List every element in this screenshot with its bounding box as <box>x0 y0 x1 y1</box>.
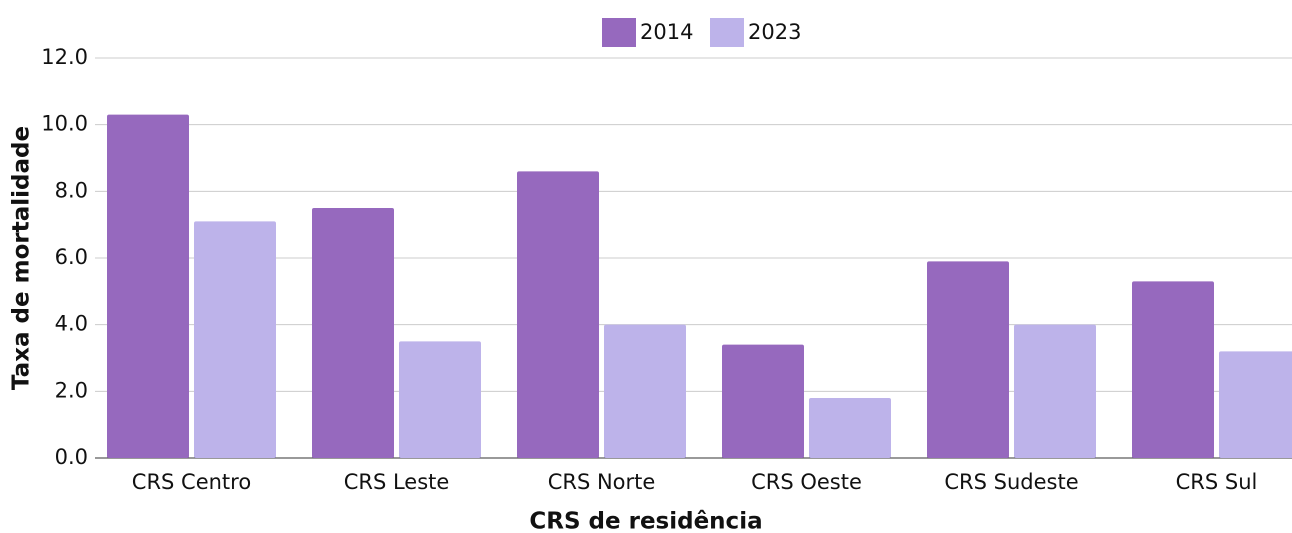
x-tick-label: CRS Norte <box>548 470 656 494</box>
x-tick-label: CRS Sul <box>1176 470 1258 494</box>
legend-label: 2014 <box>640 20 693 44</box>
y-tick-label: 10.0 <box>41 112 88 136</box>
x-tick-label: CRS Leste <box>344 470 450 494</box>
legend-swatch <box>710 18 744 47</box>
y-axis-title: Taxa de mortalidade <box>9 126 35 390</box>
legend-label: 2023 <box>748 20 801 44</box>
bar <box>1219 351 1292 458</box>
bar <box>1132 281 1214 458</box>
y-tick-label: 0.0 <box>55 445 88 469</box>
bar <box>194 221 276 458</box>
bar <box>312 208 394 458</box>
x-axis-title: CRS de residência <box>529 509 762 533</box>
y-tick-label: 2.0 <box>55 378 88 402</box>
y-tick-label: 4.0 <box>55 312 88 336</box>
y-tick-label: 8.0 <box>55 178 88 202</box>
x-tick-label: CRS Oeste <box>751 470 862 494</box>
x-tick-label: CRS Centro <box>132 470 251 494</box>
y-tick-label: 6.0 <box>55 245 88 269</box>
bar <box>809 398 891 458</box>
bar <box>107 114 189 459</box>
bar <box>927 261 1009 458</box>
bar <box>722 344 804 458</box>
bar <box>604 324 686 458</box>
legend-swatch <box>602 18 636 47</box>
y-tick-label: 12.0 <box>41 45 88 69</box>
bar <box>1014 324 1096 458</box>
bar <box>517 171 599 459</box>
bar <box>399 341 481 458</box>
x-tick-label: CRS Sudeste <box>944 470 1078 494</box>
